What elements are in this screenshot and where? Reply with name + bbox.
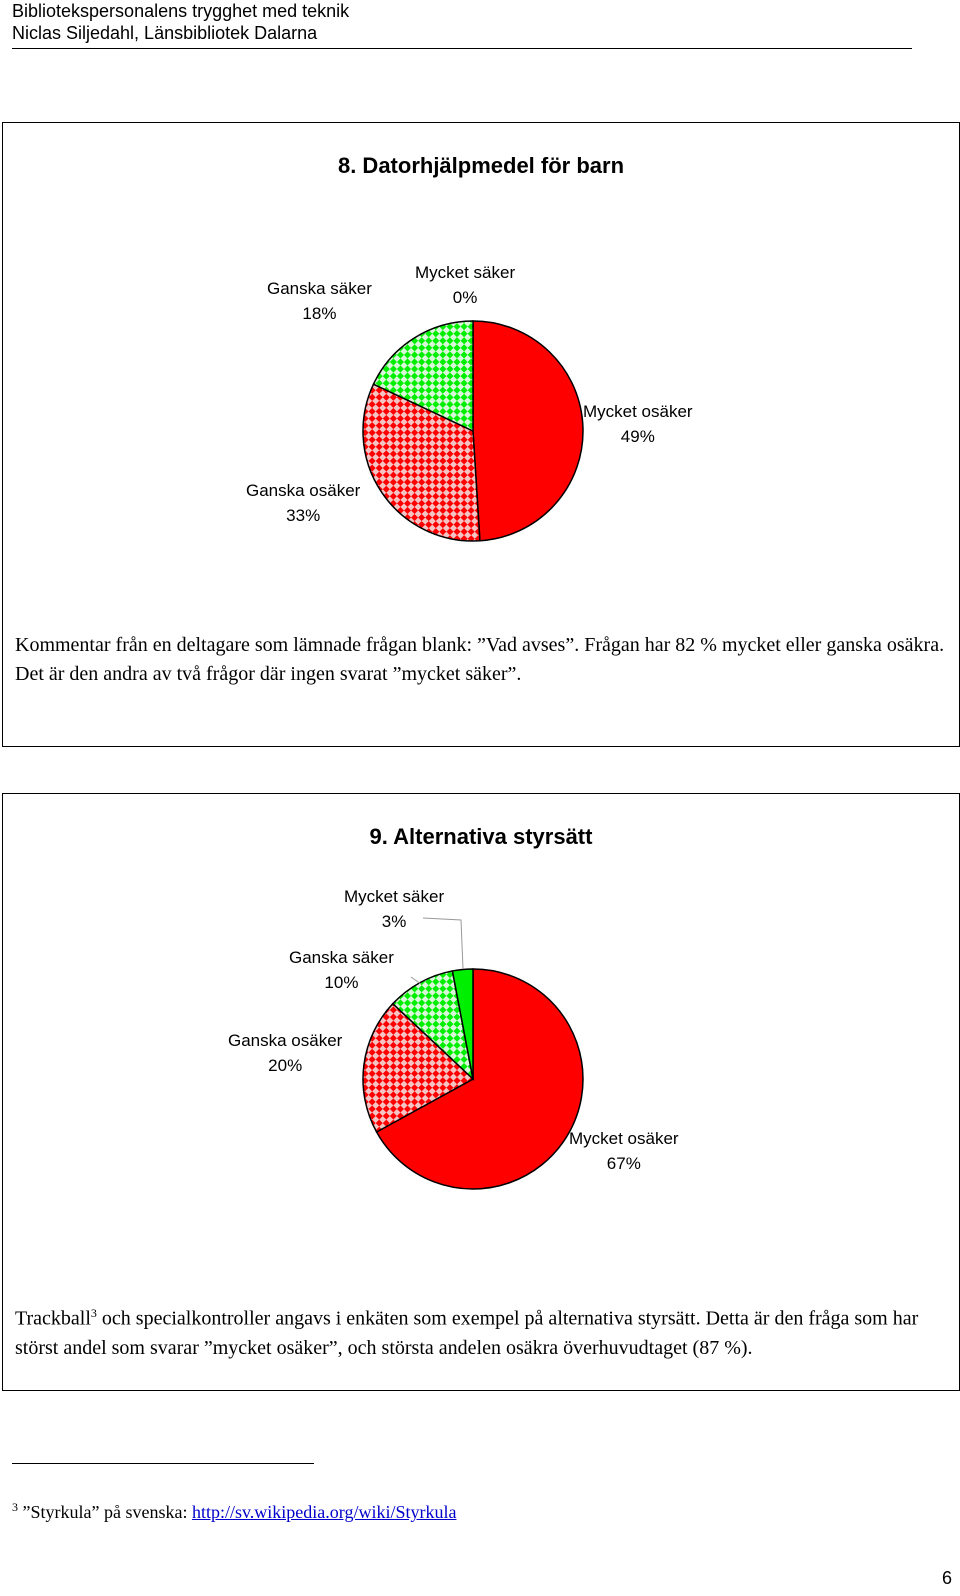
pie-label-name: Ganska säker xyxy=(289,948,394,967)
pie-label-name: Mycket säker xyxy=(415,263,516,282)
comment-q9-rest: och specialkontroller angavs i enkäten s… xyxy=(15,1307,919,1359)
pie-label-name: Ganska osäker xyxy=(246,481,361,500)
pie-label-q9-ganska-saker: Ganska säker 10% xyxy=(289,945,394,995)
pie-label-q9-mycket-osaker: Mycket osäker 67% xyxy=(569,1126,679,1176)
pie-chart-q9 xyxy=(362,968,584,1190)
comment-q8: Kommentar från en deltagare som lämnade … xyxy=(15,634,945,685)
pie-slice-mycket-s-ker xyxy=(451,968,474,1080)
pie-label-q8-ganska-saker: Ganska säker 18% xyxy=(267,276,372,326)
footnote: 3 ”Styrkula” på svenska: http://sv.wikip… xyxy=(12,1500,456,1523)
pie-label-value: 3% xyxy=(381,912,407,931)
pie-label-q9-ganska-osaker: Ganska osäker 20% xyxy=(228,1028,342,1078)
pie-label-q8-mycket-osaker: Mycket osäker 49% xyxy=(583,399,693,449)
pie-label-q8-ganska-osaker: Ganska osäker 33% xyxy=(246,478,360,528)
pie-chart-q8 xyxy=(362,320,584,542)
header-rule xyxy=(12,48,912,49)
pie-slice-mycket-os-ker xyxy=(375,968,584,1190)
chart-title-q8: 8. Datorhjälpmedel för barn xyxy=(337,153,625,178)
pie-label-q8-mycket-saker: Mycket säker 0% xyxy=(415,260,515,310)
pie-label-value: 49% xyxy=(620,427,655,446)
pie-label-value: 67% xyxy=(606,1154,641,1173)
pie-label-q9-mycket-saker: Mycket säker 3% xyxy=(344,884,444,934)
pie-label-name: Mycket osäker xyxy=(569,1129,679,1148)
footnote-link[interactable]: http://sv.wikipedia.org/wiki/Styrkula xyxy=(191,1502,457,1522)
footnote-rule xyxy=(12,1463,314,1464)
pie-slice-ganska-os-ker xyxy=(362,383,481,542)
pie-label-name: Ganska osäker xyxy=(228,1031,343,1050)
pie-label-value: 33% xyxy=(286,506,321,525)
chart-title-q9: 9. Alternativa styrsätt xyxy=(369,824,593,849)
comment-q9: Trackball3 och specialkontroller angavs … xyxy=(15,1299,950,1363)
footnote-ref: 3 xyxy=(90,1306,97,1320)
pie-slice-ganska-os-ker xyxy=(362,1002,475,1134)
pie-label-value: 20% xyxy=(268,1056,303,1075)
pie-slice-ganska-s-ker xyxy=(372,320,474,433)
pie-slice-mycket-os-ker xyxy=(472,320,584,542)
pie-label-name: Ganska säker xyxy=(267,279,372,298)
pie-label-value: 10% xyxy=(324,973,359,992)
running-header-title: Biblioteksperson­alens trygghet med tekn… xyxy=(12,1,350,21)
chart-box-q8: 8. Datorhjälpmedel för barn Ganska säker… xyxy=(2,122,960,747)
pie-label-name: Mycket osäker xyxy=(583,402,693,421)
footnote-text: ”Styrkula” på svenska: xyxy=(18,1502,192,1522)
pie-label-value: 0% xyxy=(452,288,478,307)
pie-label-value: 18% xyxy=(302,304,337,323)
pie-label-name: Mycket säker xyxy=(344,887,445,906)
footnote-number: 3 xyxy=(12,1500,18,1514)
running-header-author: Niclas Siljedahl, Länsbibliotek Dalarna xyxy=(12,23,318,43)
chart-box-q9: 9. Alternativa styrsätt Mycket säker 3% … xyxy=(2,793,960,1391)
comment-q9-start: Trackball xyxy=(15,1307,91,1330)
page-number: 6 xyxy=(941,1568,952,1588)
